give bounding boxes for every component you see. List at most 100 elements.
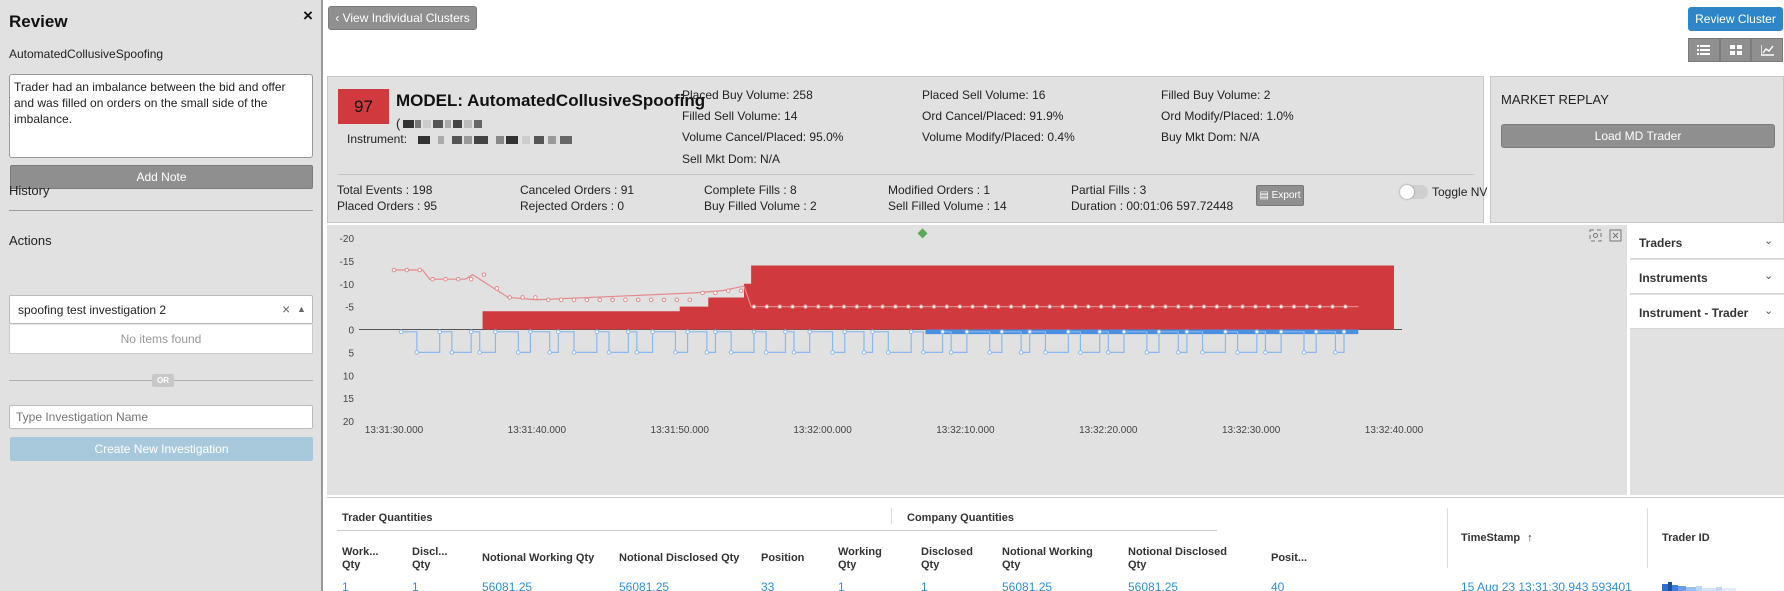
- column-header[interactable]: Posit...: [1271, 552, 1308, 564]
- grid-view-icon[interactable]: [1719, 38, 1752, 62]
- export-button[interactable]: ▤ Export: [1256, 185, 1304, 206]
- sell-order-point: [893, 304, 898, 309]
- sell-order-point: [713, 290, 718, 296]
- column-header[interactable]: Discl... Qty: [412, 546, 448, 571]
- sell-order-point: [1240, 304, 1245, 309]
- count-duration: Duration : 00:01:06 597.72448: [1071, 199, 1234, 213]
- view-toggle-group: [1688, 38, 1784, 62]
- load-md-trader-button[interactable]: Load MD Trader: [1501, 124, 1775, 148]
- add-note-button[interactable]: Add Note: [10, 165, 313, 189]
- column-header[interactable]: Disclosed Qty: [921, 546, 973, 571]
- count-placed-orders: Placed Orders : 95: [337, 199, 438, 213]
- buy-order-point: [528, 329, 533, 335]
- sell-order-point: [803, 304, 808, 309]
- toggle-nv-label: Toggle NV: [1432, 185, 1488, 199]
- sell-order-point: [1034, 304, 1040, 309]
- sell-order-point: [700, 290, 705, 296]
- filter-instruments[interactable]: Instruments ⌄: [1630, 260, 1784, 294]
- review-cluster-button[interactable]: Review Cluster: [1688, 7, 1783, 31]
- timestamp-header-label: TimeStamp: [1461, 532, 1521, 544]
- table-cell: 56081.25: [482, 580, 533, 591]
- buy-order-point: [515, 350, 521, 355]
- investigation-select[interactable]: spoofing test investigation 2 × ▲: [9, 295, 313, 324]
- x-tick-label: 13:32:40.000: [1365, 425, 1424, 436]
- create-investigation-button[interactable]: Create New Investigation: [10, 437, 313, 461]
- sell-order-point: [520, 295, 525, 300]
- buy-order-point: [908, 329, 914, 335]
- filter-instrument-trader[interactable]: Instrument - Trader ⌄: [1630, 295, 1784, 329]
- buy-order-point: [1105, 350, 1111, 355]
- clear-icon[interactable]: ×: [282, 301, 291, 317]
- stat-placed-buy-volume: Placed Buy Volume: 258: [682, 88, 813, 102]
- sell-order-point: [751, 304, 757, 309]
- buy-order-point: [940, 329, 945, 335]
- buy-order-point: [1341, 329, 1347, 335]
- list-view-icon[interactable]: [1688, 38, 1720, 62]
- column-header[interactable]: Notional Disclosed Qty: [619, 552, 740, 564]
- stat-sell-mkt-dom: Sell Mkt Dom: N/A: [682, 152, 781, 166]
- y-tick-label: -15: [340, 257, 355, 268]
- sell-order-point: [1317, 304, 1323, 309]
- stat-ord-cancel-placed: Ord Cancel/Placed: 91.9%: [922, 109, 1064, 123]
- buy-order-point: [1043, 350, 1048, 355]
- column-header[interactable]: Position: [761, 552, 805, 564]
- buy-order-point: [1184, 329, 1190, 335]
- column-header[interactable]: Notional Disclosed Qty: [1128, 546, 1228, 571]
- column-header[interactable]: Notional Working Qty: [482, 552, 595, 564]
- x-tick-label: 13:31:50.000: [651, 425, 710, 436]
- close-chart-icon[interactable]: [1609, 229, 1622, 242]
- stat-placed-sell-volume: Placed Sell Volume: 16: [922, 88, 1046, 102]
- buy-order-point: [555, 329, 561, 335]
- chart-view-icon[interactable]: [1751, 38, 1784, 62]
- sell-order-point: [455, 276, 461, 282]
- sell-order-point: [867, 304, 873, 309]
- toggle-nv-switch[interactable]: [1400, 185, 1428, 199]
- investigation-name-input[interactable]: [9, 405, 313, 429]
- x-tick-label: 13:32:00.000: [793, 425, 852, 436]
- buy-order-point: [1097, 329, 1103, 335]
- buy-order-point: [1175, 350, 1181, 355]
- order-chart: -20 -15 -10 -5 0 5 10 15 20 13:31:30.000 13:31:40…: [327, 225, 1627, 495]
- buy-order-point: [1121, 329, 1127, 335]
- column-header[interactable]: Notional Working Qty: [1002, 546, 1093, 571]
- view-clusters-label: View Individual Clusters: [342, 11, 470, 25]
- column-header[interactable]: Working Qty: [838, 546, 882, 571]
- close-icon[interactable]: ×: [303, 6, 313, 25]
- column-header[interactable]: Work... Qty: [342, 546, 379, 571]
- expand-icon[interactable]: [1589, 229, 1602, 242]
- sell-order-point: [970, 304, 975, 309]
- sell-order-point: [1163, 304, 1168, 309]
- stat-filled-sell-volume: Filled Sell Volume: 14: [682, 109, 798, 123]
- table-cell: 1: [838, 580, 845, 591]
- buy-order-point: [1200, 350, 1205, 355]
- table-cell: 40: [1271, 580, 1285, 591]
- sell-order-point: [1278, 304, 1284, 309]
- caret-up-icon[interactable]: ▲: [297, 304, 306, 314]
- buy-order-point: [728, 350, 734, 355]
- buy-order-point: [1144, 350, 1150, 355]
- filter-traders[interactable]: Traders ⌄: [1630, 225, 1784, 259]
- sell-order-point: [1021, 304, 1027, 309]
- sell-order-point: [1111, 304, 1117, 309]
- buy-order-point: [398, 329, 404, 335]
- count-buy-filled-volume: Buy Filled Volume : 2: [704, 199, 817, 213]
- buy-order-point: [1223, 329, 1228, 335]
- buy-order-line: [401, 331, 1345, 353]
- y-tick-label: 5: [348, 348, 354, 359]
- info-divider: [338, 174, 1474, 175]
- buy-order-point: [885, 350, 891, 355]
- quantities-table: Trader Quantities Company Quantities Tim…: [327, 497, 1784, 591]
- y-tick-label: -20: [340, 234, 355, 245]
- sell-order-point: [905, 304, 911, 309]
- count-complete-fills: Complete Fills : 8: [704, 183, 797, 197]
- sell-order-point: [674, 297, 680, 303]
- stat-volume-cancel-placed: Volume Cancel/Placed: 95.0%: [682, 130, 844, 144]
- sell-order-point: [1137, 304, 1143, 309]
- table-cell: 1: [921, 580, 928, 591]
- sell-order-point: [687, 297, 693, 303]
- view-individual-clusters-button[interactable]: ‹ View Individual Clusters: [328, 6, 477, 30]
- note-textarea[interactable]: [9, 74, 313, 158]
- fill-marker[interactable]: [917, 228, 928, 239]
- buy-order-point: [634, 350, 640, 355]
- timestamp-header[interactable]: TimeStamp ↑: [1461, 532, 1533, 545]
